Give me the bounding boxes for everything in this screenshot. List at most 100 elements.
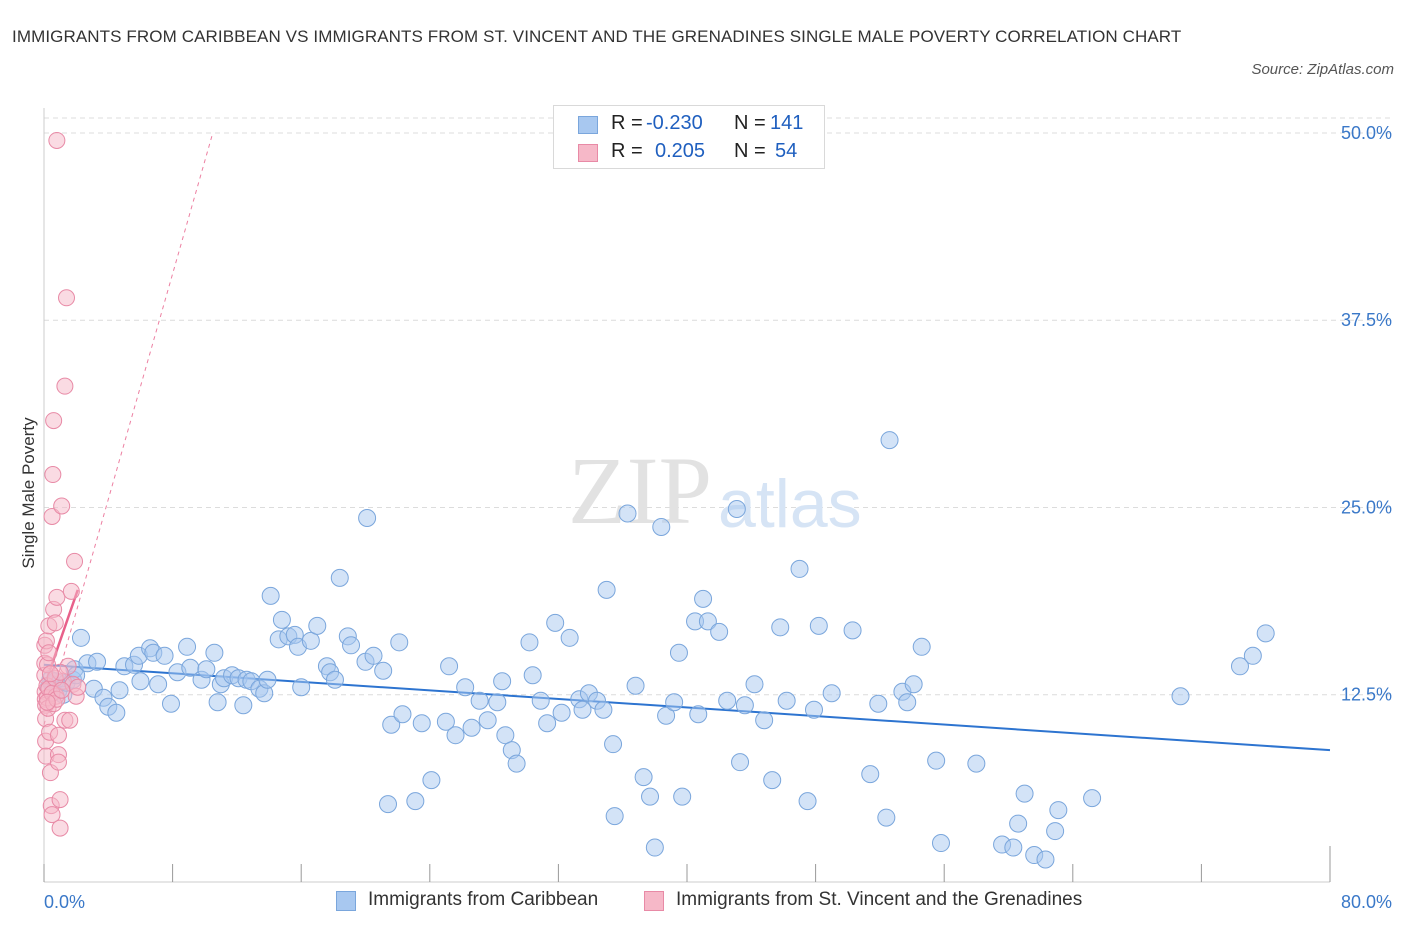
- y-tick-label: 12.5%: [1341, 685, 1392, 705]
- caribbean-point: [877, 808, 896, 827]
- caribbean-point: [488, 693, 507, 712]
- caribbean-point: [208, 693, 227, 712]
- bottom-legend-swatch-pink: [644, 891, 664, 911]
- y-tick-label: 37.5%: [1341, 310, 1392, 330]
- bottom-legend-swatch-blue: [336, 891, 356, 911]
- caribbean-point: [406, 792, 425, 811]
- caribbean-point: [507, 754, 526, 773]
- y-axis-label: Single Male Poverty: [19, 417, 38, 569]
- legend-r-value: -0.230: [646, 112, 703, 134]
- caribbean-point: [669, 643, 688, 662]
- st-vincent-point: [44, 466, 62, 484]
- caribbean-point: [496, 726, 515, 745]
- caribbean-point: [436, 712, 455, 731]
- caribbean-point: [755, 711, 774, 730]
- st-vincent-point: [46, 614, 64, 632]
- st-vincent-point: [56, 377, 74, 395]
- caribbean-point: [390, 633, 409, 652]
- st-vincent-point: [69, 678, 87, 696]
- caribbean-point: [470, 691, 489, 710]
- st-vincent-point: [61, 711, 79, 729]
- bottom-legend-label: Immigrants from Caribbean: [368, 889, 599, 910]
- caribbean-point: [735, 696, 754, 715]
- st-vincent-point: [51, 791, 69, 809]
- caribbean-point: [745, 675, 764, 694]
- caribbean-point: [880, 431, 899, 450]
- caribbean-point: [1015, 784, 1034, 803]
- caribbean-point: [538, 714, 557, 733]
- caribbean-point: [809, 616, 828, 635]
- legend-n-value: 141: [770, 112, 804, 134]
- caribbean-point: [178, 637, 197, 656]
- caribbean-point: [342, 636, 361, 655]
- caribbean-point: [393, 705, 412, 724]
- caribbean-point: [718, 691, 737, 710]
- legend-swatch-blue: [578, 116, 598, 134]
- caribbean-point: [71, 628, 90, 647]
- caribbean-point: [604, 735, 623, 754]
- x-tick-label: 80.0%: [1341, 892, 1392, 912]
- watermark: ZIP atlas: [568, 437, 862, 544]
- watermark-zip: ZIP: [568, 437, 712, 544]
- caribbean-point: [689, 705, 708, 724]
- caribbean-point: [798, 792, 817, 811]
- st-vincent-point: [58, 289, 76, 307]
- caribbean-point: [931, 834, 950, 853]
- st-vincent-point: [45, 412, 63, 430]
- caribbean-point: [790, 559, 809, 578]
- st-vincent-point: [38, 693, 56, 711]
- caribbean-point: [520, 633, 539, 652]
- caribbean-point: [374, 661, 393, 680]
- bottom-legend-label: Immigrants from St. Vincent and the Gren…: [676, 889, 1083, 910]
- caribbean-point: [155, 646, 174, 665]
- caribbean-point: [382, 715, 401, 734]
- caribbean-point: [594, 700, 613, 719]
- source-label: Source: ZipAtlas.com: [1251, 61, 1394, 78]
- st-vincent-point: [40, 644, 58, 662]
- st-vincent-point: [51, 819, 69, 837]
- caribbean-point: [149, 675, 168, 694]
- caribbean-point: [88, 652, 107, 671]
- caribbean-point: [645, 838, 664, 857]
- caribbean-point: [898, 693, 917, 712]
- caribbean-point: [1049, 801, 1068, 820]
- st-vincent-point: [66, 552, 84, 570]
- caribbean-point: [777, 691, 796, 710]
- caribbean-point: [552, 703, 571, 722]
- caribbean-point: [1083, 789, 1102, 808]
- caribbean-point: [763, 771, 782, 790]
- caribbean-point: [771, 618, 790, 637]
- caribbean-point: [546, 613, 565, 632]
- caribbean-point: [292, 678, 311, 697]
- y-tick-label: 25.0%: [1341, 497, 1392, 517]
- caribbean-point: [822, 684, 841, 703]
- caribbean-point: [1171, 687, 1190, 706]
- caribbean-point: [1243, 646, 1262, 665]
- caribbean-point: [597, 580, 616, 599]
- chart-title: IMMIGRANTS FROM CARIBBEAN VS IMMIGRANTS …: [12, 27, 1182, 46]
- caribbean-point: [560, 628, 579, 647]
- caribbean-point: [927, 751, 946, 770]
- caribbean-point: [618, 504, 637, 523]
- caribbean-point: [1230, 657, 1249, 676]
- caribbean-point: [261, 586, 280, 605]
- caribbean-point: [462, 718, 481, 737]
- st-vincent-point: [43, 806, 61, 824]
- caribbean-point: [110, 681, 129, 700]
- caribbean-point: [904, 675, 923, 694]
- legend-n-label: N =: [734, 112, 766, 134]
- caribbean-point: [364, 646, 383, 665]
- caribbean-point: [634, 768, 653, 787]
- caribbean-point: [234, 696, 253, 715]
- caribbean-point: [422, 771, 441, 790]
- caribbean-point: [804, 700, 823, 719]
- caribbean-point: [107, 703, 126, 722]
- caribbean-point: [358, 508, 377, 527]
- caribbean-point: [1046, 822, 1065, 841]
- caribbean-point: [641, 787, 660, 806]
- legend-swatch-pink: [578, 144, 598, 162]
- caribbean-point: [731, 753, 750, 772]
- legend-r-label: R =: [611, 140, 643, 162]
- legend-r-label: R =: [611, 112, 643, 134]
